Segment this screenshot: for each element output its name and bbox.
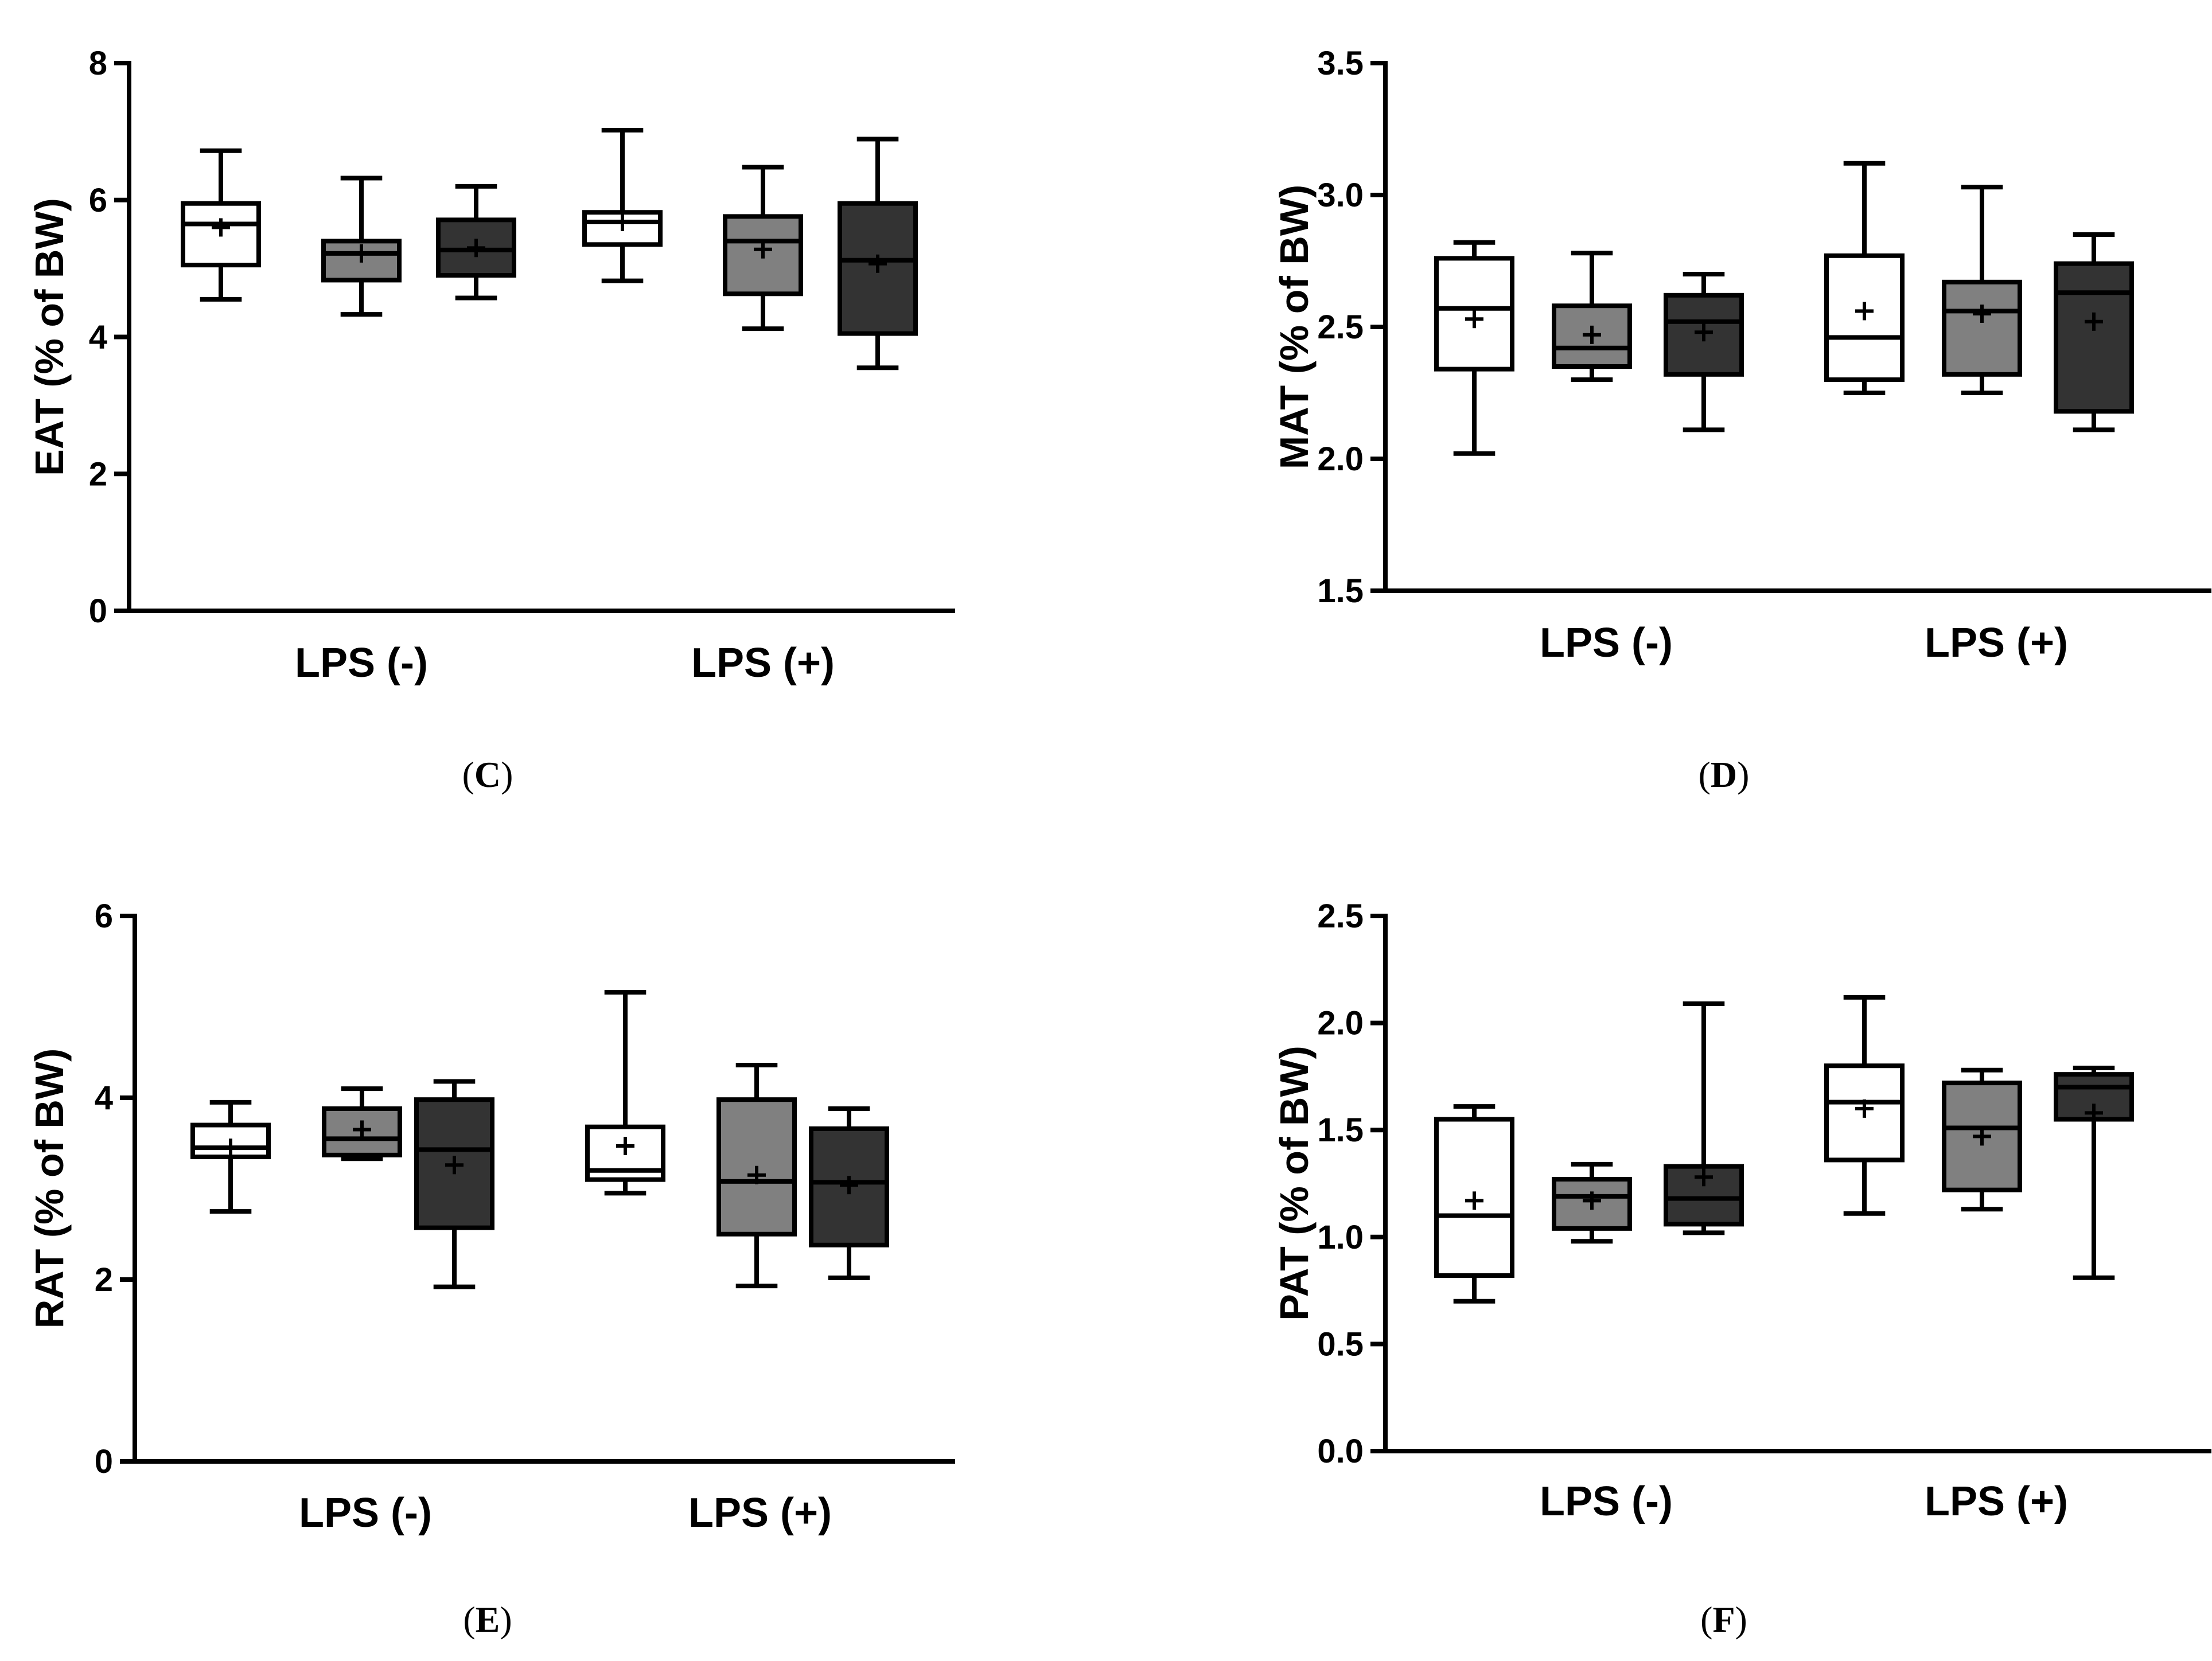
panel-f-y-tick-label: 2.5	[1317, 898, 1364, 935]
panel-f-box-lps-pos-group-1	[1824, 995, 1905, 1216]
panel-f-box-lps-neg-group-3	[1664, 1001, 1744, 1235]
box-iqr	[1824, 253, 1905, 382]
panel-d-y-tick-label: 3.5	[1317, 45, 1364, 82]
panel-c-caption-close: )	[501, 754, 513, 795]
panel-f-caption-letter: F	[1712, 1599, 1735, 1640]
panel-e-y-tick-label: 6	[95, 898, 113, 935]
box-iqr	[1942, 1081, 2022, 1192]
panel-c-y-ticks: 0 2 4 6 8	[89, 45, 129, 630]
panel-d-caption-open: (	[1699, 754, 1711, 795]
panel-f-group-label-lps-neg: LPS (-)	[1540, 1479, 1673, 1524]
panel-d-y-tick-label: 1.5	[1317, 572, 1364, 610]
box-iqr	[436, 217, 516, 278]
panel-e-group-label-lps-neg: LPS (-)	[299, 1490, 432, 1536]
panel-e-y-tick-label: 2	[95, 1261, 113, 1299]
panel-e-box-lps-pos-group-1	[585, 990, 665, 1196]
panel-f-group-label-lps-pos: LPS (+)	[1925, 1479, 2068, 1524]
panel-c-group-label-lps-pos: LPS (+)	[691, 640, 835, 686]
panel-e-y-axis-title: RAT (% of BW)	[27, 1048, 72, 1329]
panel-c-caption-letter: C	[474, 754, 501, 795]
panel-c-plot	[127, 61, 955, 613]
panel-e: 0 2 4 6 RAT (% of BW) LPS (-) LPS (+) (E)	[27, 898, 955, 1640]
panel-d-box-lps-pos-group-1	[1824, 161, 1905, 395]
panel-c-y-tick-label: 4	[89, 319, 107, 356]
panel-e-caption-close: )	[500, 1599, 512, 1640]
panel-e-y-ticks: 0 2 4 6	[95, 898, 135, 1480]
panel-f-y-tick-label: 2.0	[1317, 1005, 1364, 1042]
panel-c-box-lps-neg-group-3	[436, 184, 516, 301]
panel-e-box-lps-pos-group-3	[809, 1106, 889, 1280]
panel-e-box-lps-pos-group-2	[716, 1062, 797, 1289]
panel-f-y-tick-label: 0.0	[1317, 1433, 1364, 1470]
panel-c-caption-open: (	[462, 754, 474, 795]
panel-d-y-axis-title: MAT (% of BW)	[1272, 185, 1317, 469]
panel-e-box-lps-neg-group-3	[414, 1079, 494, 1289]
panel-f-caption: (F)	[1700, 1599, 1747, 1640]
panel-d-group-label-lps-pos: LPS (+)	[1925, 620, 2068, 666]
panel-f-plot	[1383, 914, 2211, 1453]
panel-d-plot	[1383, 61, 2211, 593]
panel-f-y-tick-label: 1.5	[1317, 1112, 1364, 1149]
box-iqr	[1942, 279, 2022, 377]
panel-f-y-axis-title: PAT (% of BW)	[1272, 1046, 1317, 1321]
panel-c-box-lps-pos-group-1	[582, 127, 663, 283]
box-iqr	[1664, 293, 1744, 377]
panel-e-y-tick-label: 0	[95, 1443, 113, 1480]
panel-c: 0 2 4 6 8 EAT (% of BW) LPS (-) LPS (+) (C)	[27, 45, 955, 795]
panel-d-caption-letter: D	[1711, 754, 1737, 795]
panel-e-group-label-lps-pos: LPS (+)	[688, 1490, 832, 1536]
box-iqr	[181, 201, 261, 268]
panel-c-box-lps-pos-group-3	[838, 137, 918, 371]
panel-e-caption-letter: E	[476, 1599, 500, 1640]
panel-f: 0.0 0.5 1.0 1.5 2.0 2.5 PAT (% of BW) LPS (-)…	[1272, 898, 2211, 1640]
panel-d-box-lps-pos-group-2	[1942, 185, 2022, 395]
panel-f-box-lps-neg-group-1	[1434, 1104, 1514, 1304]
panel-f-y-ticks: 0.0 0.5 1.0 1.5 2.0 2.5	[1317, 898, 1385, 1470]
panel-c-box-lps-neg-group-2	[321, 176, 402, 317]
panel-c-box-lps-neg-group-1	[181, 148, 261, 302]
panel-c-group-label-lps-neg: LPS (-)	[295, 640, 428, 686]
panel-f-y-tick-label: 1.0	[1317, 1219, 1364, 1256]
panel-d-caption: (D)	[1699, 754, 1750, 795]
panel-f-box-lps-neg-group-2	[1552, 1161, 1632, 1244]
panel-f-y-tick-label: 0.5	[1317, 1325, 1364, 1363]
panel-c-caption: (C)	[462, 754, 513, 795]
panel-c-y-axis-title: EAT (% of BW)	[27, 198, 72, 476]
panel-f-box-lps-pos-group-3	[2054, 1065, 2134, 1280]
panel-c-y-tick-label: 6	[89, 182, 107, 219]
panel-d-box-lps-neg-group-2	[1552, 251, 1632, 382]
panel-c-y-tick-label: 0	[89, 592, 107, 630]
panel-d-y-ticks: 1.5 2.0 2.5 3.0 3.5	[1317, 45, 1385, 610]
box-iqr	[2054, 261, 2134, 414]
panel-f-caption-close: )	[1735, 1599, 1747, 1640]
panel-d-y-tick-label: 2.0	[1317, 440, 1364, 478]
panel-d-y-tick-label: 3.0	[1317, 177, 1364, 214]
panel-d-group-label-lps-neg: LPS (-)	[1540, 620, 1673, 666]
panel-d-box-lps-neg-group-3	[1664, 272, 1744, 432]
panel-c-box-lps-pos-group-2	[723, 165, 803, 332]
panel-e-caption-open: (	[463, 1599, 475, 1640]
panel-c-y-tick-label: 8	[89, 45, 107, 82]
panel-e-y-tick-label: 4	[95, 1079, 113, 1117]
panel-d-box-lps-pos-group-3	[2054, 232, 2134, 432]
panel-d: 1.5 2.0 2.5 3.0 3.5 MAT (% of BW) LPS (-) LP…	[1272, 45, 2211, 795]
panel-d-y-tick-label: 2.5	[1317, 309, 1364, 346]
panel-f-box-lps-pos-group-2	[1942, 1067, 2022, 1212]
panel-e-box-lps-neg-group-1	[190, 1099, 271, 1214]
panel-e-plot	[133, 914, 955, 1464]
panel-e-box-lps-neg-group-2	[322, 1086, 402, 1161]
panel-d-caption-close: )	[1737, 754, 1749, 795]
panel-c-y-tick-label: 2	[89, 455, 107, 493]
panel-f-caption-open: (	[1700, 1599, 1712, 1640]
panel-d-box-lps-neg-group-1	[1434, 240, 1514, 456]
panel-e-caption: (E)	[463, 1599, 512, 1640]
